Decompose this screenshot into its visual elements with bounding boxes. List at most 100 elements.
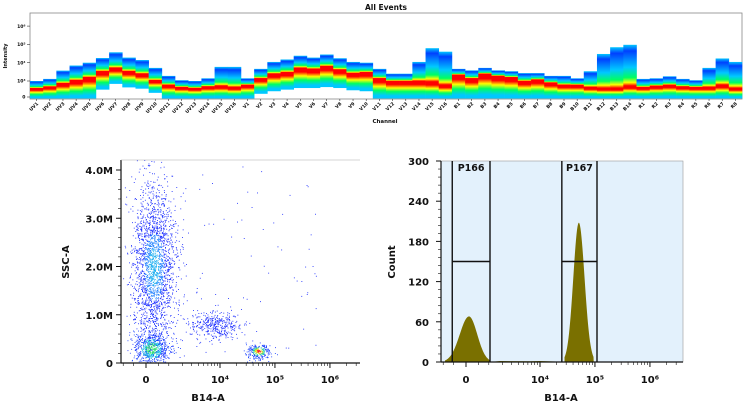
event-dot [131, 360, 133, 362]
event-dot [130, 275, 131, 277]
event-dot [165, 272, 167, 274]
event-dot [229, 320, 231, 322]
event-dot [149, 280, 151, 282]
event-dot [232, 315, 234, 317]
event-dot [150, 289, 152, 290]
event-dot [159, 196, 161, 198]
event-dot [144, 235, 146, 237]
event-dot [161, 237, 163, 239]
event-dot [138, 249, 140, 251]
event-dot [156, 251, 158, 253]
event-dot [155, 273, 157, 275]
event-dot [149, 264, 151, 266]
event-dot [164, 276, 166, 278]
event-dot [161, 240, 163, 242]
event-dot [175, 236, 177, 238]
event-dot [142, 289, 144, 291]
event-dot [161, 303, 162, 305]
event-dot [156, 239, 158, 241]
event-dot [156, 354, 158, 355]
event-dot [264, 349, 266, 351]
event-dot [149, 300, 151, 301]
event-dot [138, 302, 140, 304]
event-dot [171, 246, 173, 248]
event-dot [153, 300, 155, 302]
event-dot [162, 296, 164, 298]
event-dot [206, 313, 207, 314]
event-dot [250, 345, 252, 347]
event-dot [152, 261, 154, 263]
event-dot [150, 278, 152, 280]
event-dot [191, 333, 193, 335]
event-dot [159, 269, 161, 271]
event-dot [255, 351, 257, 353]
event-dot [145, 232, 147, 234]
event-dot [172, 338, 174, 340]
event-dot [137, 345, 139, 347]
event-dot [166, 289, 167, 290]
event-dot [177, 314, 179, 315]
event-dot [143, 242, 145, 244]
event-dot [133, 263, 134, 265]
event-dot [141, 339, 142, 341]
event-dot [163, 224, 165, 226]
event-dot [159, 354, 160, 356]
event-dot [232, 329, 234, 330]
event-dot [249, 352, 251, 354]
event-dot [155, 356, 157, 358]
x-tick-label: R2 [651, 101, 660, 110]
event-dot [143, 360, 144, 361]
event-dot [157, 360, 159, 362]
event-dot [196, 317, 198, 319]
event-dot [148, 222, 150, 224]
event-dot [159, 211, 161, 213]
event-dot [211, 313, 213, 315]
event-dot [160, 276, 162, 278]
event-dot [261, 356, 263, 358]
x-tick-label: V11 [372, 101, 383, 112]
event-dot [153, 232, 155, 234]
event-dot [154, 263, 156, 265]
event-dot [148, 358, 150, 360]
event-dot [168, 271, 170, 273]
event-dot [312, 266, 314, 267]
event-dot [147, 341, 149, 343]
event-dot [136, 252, 137, 254]
event-dot [177, 347, 179, 348]
event-dot [158, 348, 160, 350]
event-dot [153, 345, 155, 347]
event-dot [155, 255, 157, 256]
event-dot [160, 292, 161, 294]
event-dot [160, 229, 162, 231]
event-dot [149, 192, 151, 194]
event-dot [178, 289, 179, 290]
event-dot [199, 188, 201, 190]
event-dot [158, 269, 160, 270]
event-dot [215, 326, 217, 327]
event-dot [259, 359, 261, 361]
event-dot [157, 235, 159, 237]
event-dot [144, 254, 146, 256]
event-dot [202, 174, 204, 176]
event-dot [149, 223, 150, 224]
event-dot [134, 318, 136, 320]
event-dot [165, 198, 167, 200]
event-dot [225, 326, 227, 327]
event-dot [152, 242, 154, 244]
event-dot [163, 249, 164, 251]
event-dot [171, 236, 173, 238]
event-dot [147, 216, 149, 218]
event-dot [146, 320, 148, 322]
event-dot [151, 271, 153, 273]
event-dot [158, 203, 160, 205]
event-dot [241, 219, 243, 221]
event-dot [166, 219, 167, 221]
event-dot [165, 358, 167, 359]
event-dot [142, 201, 144, 203]
event-dot [180, 278, 182, 280]
event-dot [156, 348, 158, 350]
event-dot [145, 299, 147, 301]
event-dot [163, 221, 164, 223]
event-dot [223, 320, 225, 322]
event-dot [170, 268, 172, 270]
